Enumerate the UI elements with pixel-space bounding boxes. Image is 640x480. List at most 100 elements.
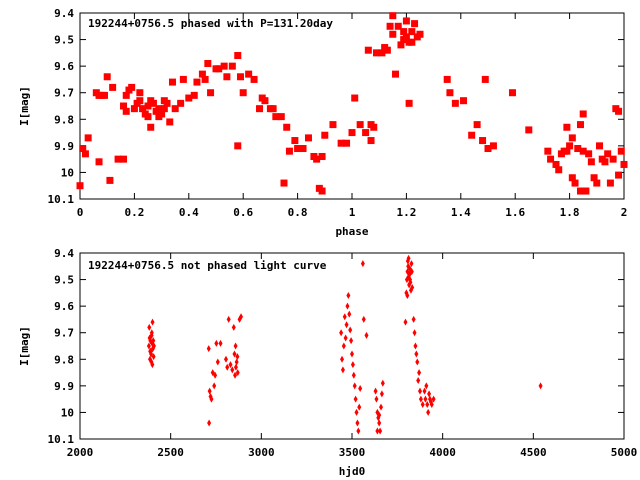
data-point bbox=[402, 33, 410, 41]
data-point bbox=[149, 331, 154, 339]
data-point bbox=[351, 94, 359, 102]
data-point bbox=[405, 99, 413, 107]
data-point bbox=[339, 329, 344, 337]
x-tick-label: 2000 bbox=[67, 446, 94, 459]
y-tick-label: 10.1 bbox=[48, 433, 75, 446]
data-point bbox=[207, 419, 212, 427]
y-tick-label: 9.6 bbox=[54, 60, 74, 73]
unphased-y-axis-label: I[mag] bbox=[18, 326, 31, 366]
data-point bbox=[361, 315, 366, 323]
data-point bbox=[215, 65, 223, 73]
data-point bbox=[568, 134, 576, 142]
x-tick-label: 0.8 bbox=[288, 206, 308, 219]
data-point bbox=[341, 342, 346, 350]
data-point bbox=[431, 395, 436, 403]
data-point bbox=[596, 142, 604, 150]
data-point bbox=[410, 284, 415, 292]
data-point bbox=[236, 73, 244, 81]
data-point bbox=[362, 129, 370, 137]
data-point bbox=[235, 353, 240, 361]
data-point bbox=[177, 99, 185, 107]
data-point bbox=[446, 89, 454, 97]
data-point bbox=[234, 358, 239, 366]
data-point bbox=[408, 38, 416, 46]
x-tick-label: 1 bbox=[349, 206, 356, 219]
data-point bbox=[343, 139, 351, 147]
data-point bbox=[411, 315, 416, 323]
data-point bbox=[269, 105, 277, 113]
data-point bbox=[232, 350, 237, 358]
data-point bbox=[356, 427, 361, 435]
data-point bbox=[139, 105, 147, 113]
data-point bbox=[615, 171, 623, 179]
data-point bbox=[460, 97, 468, 105]
phased-x-ticks: 0 0.2 0.4 0.6 0.8 1 1.2 1.4 1.6 1.8 2 bbox=[77, 13, 627, 219]
data-point bbox=[147, 123, 155, 131]
data-point bbox=[400, 28, 408, 36]
data-point bbox=[375, 427, 380, 435]
y-tick-label: 9.8 bbox=[54, 353, 74, 366]
data-point bbox=[168, 78, 176, 86]
x-tick-label: 5000 bbox=[611, 446, 638, 459]
data-point bbox=[213, 371, 218, 379]
x-tick-label: 1.8 bbox=[560, 206, 580, 219]
data-point bbox=[193, 78, 201, 86]
data-point bbox=[420, 400, 425, 408]
y-tick-label: 9.8 bbox=[54, 113, 74, 126]
unphased-light-curve-panel: 9.4 9.5 9.6 9.7 9.8 9.9 10 10.1 2000 2500 3000 350… bbox=[18, 247, 637, 478]
data-point bbox=[429, 400, 434, 408]
data-point bbox=[386, 22, 394, 30]
data-point bbox=[128, 83, 136, 91]
data-point bbox=[190, 91, 198, 99]
phased-y-axis-label: I[mag] bbox=[18, 86, 31, 126]
data-point bbox=[568, 174, 576, 182]
data-point bbox=[228, 62, 236, 70]
data-point bbox=[364, 331, 369, 339]
data-point bbox=[525, 126, 533, 134]
data-point bbox=[235, 369, 240, 377]
data-point bbox=[345, 302, 350, 310]
data-point bbox=[136, 97, 144, 105]
data-point bbox=[151, 337, 156, 345]
data-point bbox=[179, 75, 187, 83]
data-point bbox=[204, 59, 212, 67]
data-point bbox=[427, 390, 432, 398]
data-point bbox=[346, 292, 351, 300]
data-point bbox=[424, 382, 429, 390]
data-point bbox=[340, 355, 345, 363]
data-point bbox=[206, 345, 211, 353]
data-point bbox=[343, 334, 348, 342]
data-point bbox=[563, 123, 571, 131]
x-tick-label: 0.6 bbox=[233, 206, 253, 219]
data-point bbox=[423, 395, 428, 403]
data-point bbox=[151, 342, 156, 350]
data-point bbox=[576, 121, 584, 129]
data-point bbox=[198, 70, 206, 78]
data-point bbox=[209, 395, 214, 403]
data-point bbox=[280, 179, 288, 187]
data-point bbox=[218, 339, 223, 347]
data-point bbox=[411, 20, 419, 28]
data-point bbox=[95, 158, 103, 166]
data-point bbox=[340, 366, 345, 374]
data-point bbox=[350, 361, 355, 369]
data-point bbox=[372, 49, 380, 57]
data-point bbox=[120, 155, 128, 163]
data-point bbox=[233, 342, 238, 350]
data-point bbox=[151, 353, 156, 361]
data-point bbox=[451, 99, 459, 107]
data-point bbox=[166, 118, 174, 126]
data-point bbox=[380, 379, 385, 387]
unphased-y-ticks: 9.4 9.5 9.6 9.7 9.8 9.9 10 10.1 bbox=[48, 247, 624, 446]
data-point bbox=[354, 408, 359, 416]
data-point bbox=[109, 83, 117, 91]
data-point bbox=[378, 49, 386, 57]
y-tick-label: 9.5 bbox=[54, 34, 74, 47]
x-tick-label: 0.4 bbox=[179, 206, 199, 219]
y-tick-label: 9.7 bbox=[54, 87, 74, 100]
data-point bbox=[348, 326, 353, 334]
data-point bbox=[414, 350, 419, 358]
data-point bbox=[225, 363, 230, 371]
data-point bbox=[103, 73, 111, 81]
